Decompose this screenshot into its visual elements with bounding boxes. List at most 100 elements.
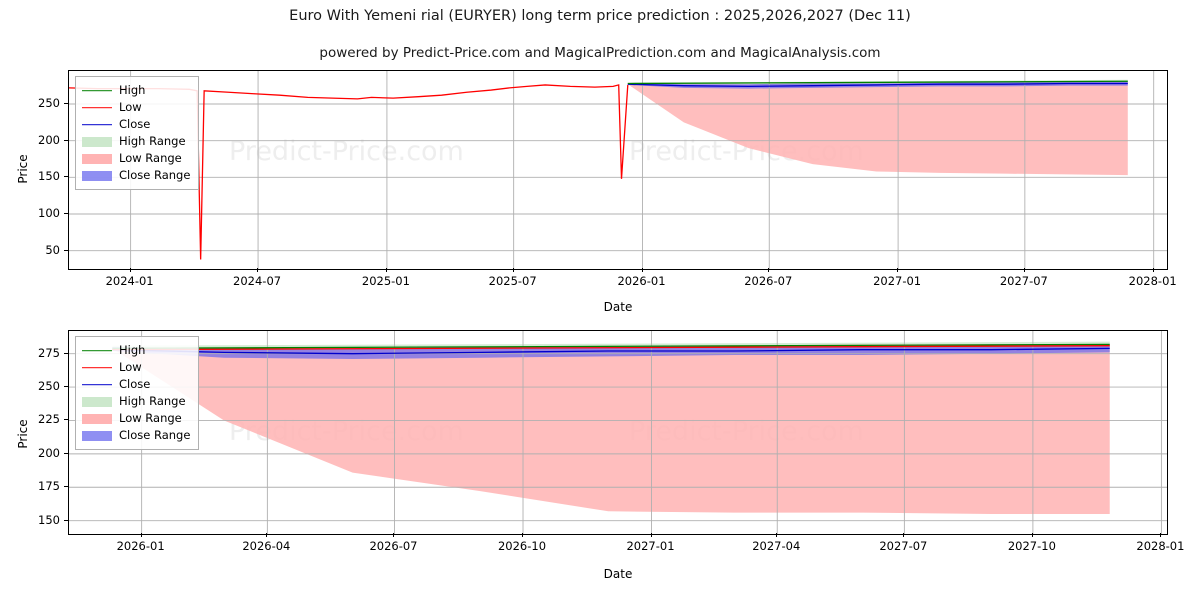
legend-label: Close — [119, 376, 151, 391]
series-close — [112, 347, 1110, 355]
watermark: Predict-Price.com — [229, 136, 464, 167]
x-tickmark — [385, 268, 387, 272]
x-tick-label: 2027-07 — [879, 539, 928, 553]
page-subtitle: powered by Predict-Price.com and Magical… — [319, 45, 881, 61]
x-tickmark — [1160, 533, 1162, 537]
x-tickmark — [1031, 533, 1033, 537]
y-tickmark — [64, 139, 68, 141]
plot-graphics — [69, 331, 1167, 534]
y-tickmark — [64, 452, 68, 454]
x-tickmark — [903, 533, 905, 537]
legend-label: Low Range — [119, 410, 182, 425]
x-tick-label: 2026-10 — [497, 539, 547, 553]
top-legend: High Low Close High Range Low Range Close Ran… — [75, 76, 200, 190]
y-tick-label: 200 — [38, 445, 60, 460]
legend-label: High — [119, 342, 146, 357]
bottom-legend: High Low Close High Range Low Range Close Ran… — [75, 336, 200, 450]
x-tickmark — [266, 533, 268, 537]
bottom-y-axis-label: Price — [16, 419, 30, 449]
y-tick-label: 250 — [38, 379, 60, 394]
top-x-axis-label: Date — [603, 300, 633, 314]
y-tick-label: 250 — [38, 96, 60, 110]
x-tick-label: 2028-01 — [1136, 539, 1185, 553]
series-close — [627, 82, 1128, 88]
x-tickmark — [129, 268, 131, 272]
legend-item-close-range: Close Range — [82, 167, 190, 184]
x-tick-label: 2024-01 — [105, 274, 154, 288]
x-tickmark — [641, 268, 643, 272]
legend-swatch-icon — [82, 413, 112, 425]
y-tickmark — [64, 249, 68, 251]
x-tickmark — [140, 533, 142, 537]
legend-label: Low Range — [119, 150, 182, 165]
y-tickmark — [64, 486, 68, 488]
legend-item-high: High — [82, 82, 190, 99]
legend-item-low-range: Low Range — [82, 410, 190, 427]
x-tick-label: 2024-07 — [233, 274, 282, 288]
page-title: Euro With Yemeni rial (EURYER) long term… — [289, 8, 911, 24]
y-tickmark — [64, 419, 68, 421]
top-plot-area: Predict-Price.com Predict-Price.com — [69, 71, 1167, 269]
y-tickmark — [64, 352, 68, 354]
legend-swatch-icon — [82, 345, 112, 357]
y-tick-label: 225 — [38, 412, 60, 427]
legend-item-high: High — [82, 342, 190, 359]
x-tick-label: 2026-01 — [116, 539, 165, 553]
x-tickmark — [1023, 268, 1025, 272]
x-tick-label: 2027-07 — [999, 274, 1048, 288]
y-tick-label: 100 — [38, 206, 60, 220]
plot-graphics — [69, 71, 1167, 269]
legend-swatch-icon — [82, 119, 112, 131]
x-tickmark — [522, 533, 523, 537]
x-tick-label: 2028-01 — [1128, 274, 1177, 288]
x-tickmark — [776, 533, 778, 537]
x-tickmark — [257, 268, 259, 272]
legend-item-high-range: High Range — [82, 393, 190, 410]
x-tick-label: 2026-07 — [369, 539, 418, 553]
band-low-range — [112, 344, 1110, 514]
legend-label: Close Range — [119, 427, 191, 442]
legend-label: High Range — [119, 393, 186, 408]
legend-label: Low — [119, 99, 142, 114]
series-high — [627, 80, 1128, 85]
x-tickmark — [1152, 268, 1154, 272]
legend-swatch-icon — [82, 379, 112, 391]
band-close-range — [112, 344, 1110, 360]
x-tick-label: 2027-04 — [752, 539, 801, 553]
top-chart-panel: Predict-Price.com Predict-Price.com — [68, 70, 1168, 270]
legend-swatch-icon — [82, 396, 112, 408]
x-tickmark — [512, 268, 514, 272]
band-low-range — [627, 82, 1128, 176]
legend-item-close-range: Close Range — [82, 427, 190, 444]
x-tick-label: 2027-01 — [626, 539, 675, 553]
y-tickmark — [64, 176, 68, 178]
legend-swatch-icon — [82, 153, 112, 165]
y-tick-label: 275 — [38, 345, 60, 360]
x-tickmark — [897, 268, 899, 272]
y-tickmark — [64, 103, 68, 104]
y-tickmark — [64, 213, 68, 214]
x-tick-label: 2026-07 — [744, 274, 793, 288]
x-tickmark — [768, 268, 770, 272]
bottom-x-axis-label: Date — [603, 567, 633, 581]
y-tick-label: 150 — [38, 169, 60, 184]
x-tickmark — [650, 533, 652, 537]
y-tickmark — [64, 519, 68, 521]
legend-label: High Range — [119, 133, 186, 148]
legend-item-close: Close — [82, 376, 190, 393]
legend-label: Close Range — [119, 167, 191, 182]
y-tick-label: 150 — [38, 512, 60, 527]
legend-item-low: Low — [82, 99, 190, 116]
series-low — [112, 345, 1110, 351]
legend-item-low-range: Low Range — [82, 150, 190, 167]
legend-label: Close — [119, 116, 151, 131]
y-tick-label: 50 — [45, 242, 60, 257]
legend-swatch-icon — [82, 362, 112, 374]
legend-item-high-range: High Range — [82, 133, 190, 150]
x-tick-label: 2026-04 — [242, 539, 291, 553]
y-tick-label: 175 — [38, 479, 60, 494]
legend-item-low: Low — [82, 359, 190, 376]
